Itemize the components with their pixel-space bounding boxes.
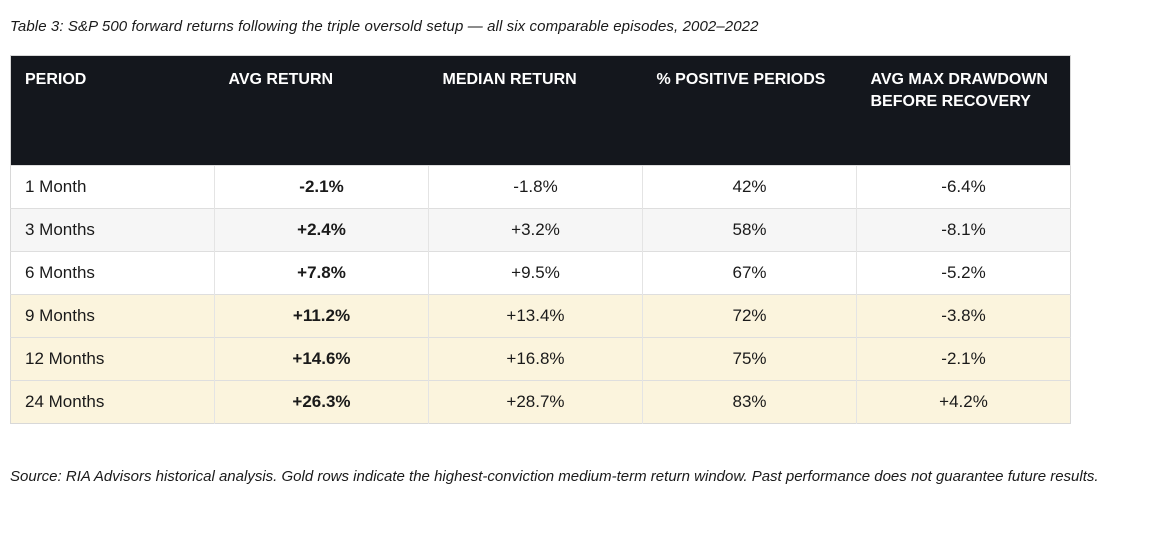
value-cell: 42%: [642, 165, 857, 209]
value-cell: -6.4%: [856, 165, 1071, 209]
value-cell: -1.8%: [428, 165, 643, 209]
value-cell: +3.2%: [428, 208, 643, 252]
value-cell: +14.6%: [214, 337, 429, 381]
value-cell: +2.4%: [214, 208, 429, 252]
value-cell: -3.8%: [856, 294, 1071, 338]
value-cell: 67%: [642, 251, 857, 295]
value-cell: +4.2%: [856, 380, 1071, 424]
value-cell: -2.1%: [214, 165, 429, 209]
value-cell: -5.2%: [856, 251, 1071, 295]
table-row: 1 Month -2.1% -1.8% 42% -6.4%: [10, 165, 1071, 209]
value-cell: +13.4%: [428, 294, 643, 338]
value-cell: +26.3%: [214, 380, 429, 424]
value-cell: +9.5%: [428, 251, 643, 295]
column-header-3: % POSITIVE PERIODS: [642, 55, 857, 166]
value-cell: +16.8%: [428, 337, 643, 381]
column-header-2: MEDIAN RETURN: [428, 55, 643, 166]
period-cell: 3 Months: [10, 208, 215, 252]
value-cell: -2.1%: [856, 337, 1071, 381]
table-row: 24 Months +26.3% +28.7% 83% +4.2%: [10, 380, 1071, 424]
table-row: 12 Months +14.6% +16.8% 75% -2.1%: [10, 337, 1071, 381]
value-cell: +28.7%: [428, 380, 643, 424]
value-cell: +7.8%: [214, 251, 429, 295]
table-row: 3 Months +2.4% +3.2% 58% -8.1%: [10, 208, 1071, 252]
value-cell: -8.1%: [856, 208, 1071, 252]
column-header-0: PERIOD: [10, 55, 215, 166]
value-cell: 58%: [642, 208, 857, 252]
table-row: 6 Months +7.8% +9.5% 67% -5.2%: [10, 251, 1071, 295]
table-body: 1 Month -2.1% -1.8% 42% -6.4% 3 Months +2.4% +3…: [10, 165, 1071, 424]
value-cell: 83%: [642, 380, 857, 424]
period-cell: 9 Months: [10, 294, 215, 338]
table-caption: Table 3: S&P 500 forward returns followi…: [10, 18, 759, 35]
column-header-4: AVG MAX DRAWDOWN BEFORE RECOVERY: [856, 55, 1071, 166]
returns-table: PERIOD AVG RETURN MEDIAN RETURN% POSITIVE …: [10, 55, 1071, 424]
value-cell: 75%: [642, 337, 857, 381]
period-cell: 1 Month: [10, 165, 215, 209]
value-cell: +11.2%: [214, 294, 429, 338]
table-row: 9 Months +11.2% +13.4% 72% -3.8%: [10, 294, 1071, 338]
period-cell: 12 Months: [10, 337, 215, 381]
period-cell: 6 Months: [10, 251, 215, 295]
header-row: PERIOD AVG RETURN MEDIAN RETURN% POSITIVE …: [10, 55, 1071, 166]
source-note: Source: RIA Advisors historical analysis…: [10, 468, 1099, 485]
period-cell: 24 Months: [10, 380, 215, 424]
column-header-1: AVG RETURN: [214, 55, 429, 166]
value-cell: 72%: [642, 294, 857, 338]
